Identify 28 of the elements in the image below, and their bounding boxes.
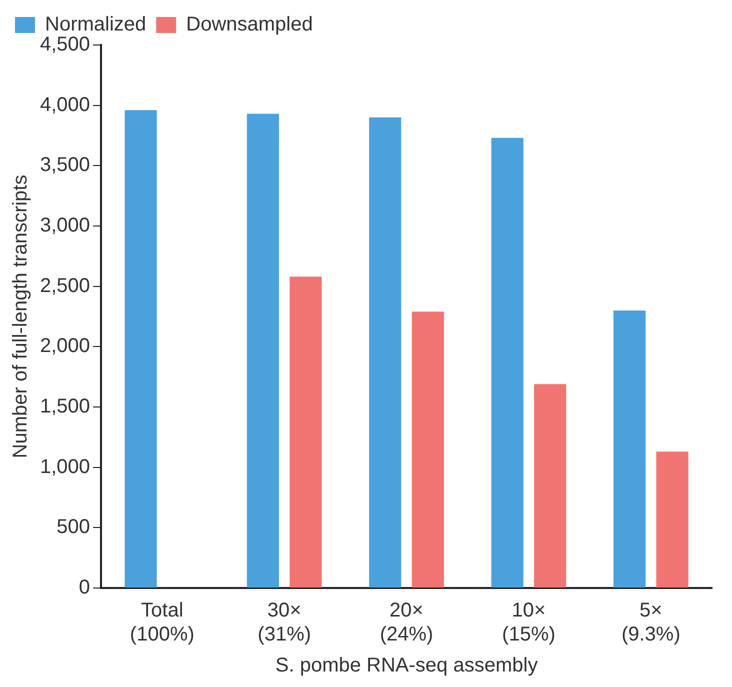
x-tick-label: 20× (24%) [380, 600, 434, 646]
y-tick-label: 3,000 [40, 214, 90, 237]
bar [534, 384, 566, 588]
y-tick-label: 0 [78, 576, 90, 599]
bar [246, 114, 279, 588]
bar [369, 117, 402, 588]
bar [124, 110, 157, 588]
legend-label: Normalized [45, 14, 146, 36]
bar [656, 452, 688, 588]
y-tick-label: 3,500 [40, 154, 90, 176]
y-tick-label: 500 [56, 516, 90, 538]
y-tick-label: 1,500 [40, 396, 90, 418]
bar [290, 276, 322, 588]
x-tick-label: 5× (9.3%) [621, 600, 680, 646]
legend-label: Downsampled [186, 14, 313, 36]
y-axis-title: Number of full-length transcripts [10, 174, 32, 458]
y-tick-label: 2,500 [40, 274, 90, 297]
bar [412, 312, 444, 588]
bar [613, 310, 646, 588]
bar [491, 138, 524, 588]
x-tick-label: 30× (31%) [258, 600, 312, 646]
y-tick-label: 4,500 [40, 34, 90, 56]
y-tick-label: 1,000 [40, 456, 90, 478]
x-axis-title: S. pombe RNA-seq assembly [275, 654, 538, 677]
x-tick-label: Total (100%) [130, 600, 194, 646]
y-tick-label: 2,000 [40, 335, 90, 358]
x-tick-label: 10× (15%) [502, 600, 556, 646]
y-tick-label: 4,000 [40, 94, 90, 116]
